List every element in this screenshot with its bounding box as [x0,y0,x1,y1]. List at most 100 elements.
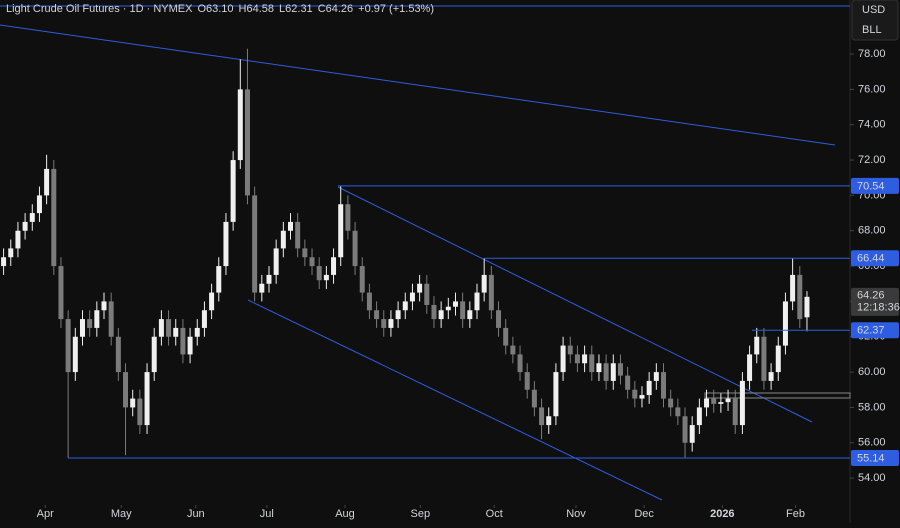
candle-body [725,398,731,403]
candle-body [345,204,351,231]
candle-body [36,195,42,214]
candle-body [739,380,745,426]
candle-body [101,301,107,311]
candle-body [51,168,57,267]
candle-body [546,416,552,426]
candle-body [108,301,114,337]
candle-body [72,336,78,373]
candle-body [374,310,380,320]
candle-body [65,319,71,373]
candle-body [711,398,717,404]
level-label-box [851,322,899,339]
candle-body [747,354,753,381]
ohlc-close: C64.26 [317,3,354,15]
unit-box[interactable] [851,0,899,41]
symbol-title: Light Crude Oil Futures · 1D · NYMEX [6,3,193,15]
x-tick-label: Oct [486,508,503,520]
candle-body [244,89,250,196]
candle-body [58,266,64,320]
candle-body [632,389,638,399]
candle-body [610,363,616,381]
trendline [337,186,813,423]
candle-body [481,274,487,293]
candle-body [123,372,129,408]
x-tick-label: Feb [786,508,805,520]
header: Light Crude Oil Futures · 1D · NYMEX O63… [6,3,434,15]
x-tick-label: May [111,508,132,520]
candle-body [460,301,466,320]
candle-body [194,327,200,337]
candle-body [445,306,451,311]
candle-body [560,345,566,373]
candle-body [266,274,272,284]
x-tick-label: Jul [260,508,274,520]
level-label: 62.37 [857,325,885,337]
candle-body [574,354,580,364]
x-tick-label: 2026 [710,508,734,520]
unit: BLL [862,24,882,36]
candle-body [29,213,35,222]
candle-body [402,301,408,311]
candle-body [510,345,516,355]
candle-body [804,296,810,318]
candle-body [273,248,279,275]
candle-body [252,195,258,293]
ohlc-open: O63.10 [197,3,234,15]
trendline [0,24,836,146]
ohlc-high: H64.58 [238,3,275,15]
candle-body [467,310,473,320]
candle-body [316,266,322,281]
candle-body [158,319,164,337]
candle-body [718,402,724,404]
candle-body [488,274,494,311]
candle-body [115,336,121,373]
candle-body [173,327,179,337]
candle-body [216,266,222,293]
candle-body [639,395,645,399]
ohlc-low: L62.31 [279,3,313,15]
candle-body [166,319,172,337]
candle-body [625,375,631,390]
candle-body [589,354,595,373]
countdown: 12:18:36 [857,302,900,314]
candle-body [646,380,652,396]
candle-body [682,416,688,443]
candle-body [761,336,767,381]
candle-body [151,336,157,373]
candle-body [280,230,286,249]
candle-body [230,160,236,222]
candle-body [797,274,803,320]
candle-body [524,372,530,390]
trendline [247,299,663,501]
y-tick-label: 78.00 [858,48,886,60]
candle-body [496,310,502,328]
candle-body [553,372,559,417]
candle-body [366,292,372,311]
candle-body [596,363,602,373]
candle-body [409,292,415,302]
candle-body [79,319,85,337]
candle-body [201,310,207,328]
level-label: 66.44 [857,253,885,265]
level-label-box [851,250,899,267]
candle-body [539,407,545,426]
candle-body [582,354,588,364]
candle-body [209,292,215,311]
candle-body [309,257,315,267]
x-tick-label: Dec [634,508,654,520]
x-tick-label: Nov [566,508,586,520]
candle-body [790,274,796,302]
candle-body [338,204,344,258]
level-label-box [851,449,899,466]
candle-body [352,230,358,267]
candle-body [94,310,100,328]
candle-body [323,274,329,281]
x-tick-label: Apr [37,508,54,520]
candle-body [696,407,702,426]
candle-body [130,398,136,408]
candle-body [531,389,537,408]
candle-body [237,89,243,161]
y-tick-label: 54.00 [858,472,886,484]
